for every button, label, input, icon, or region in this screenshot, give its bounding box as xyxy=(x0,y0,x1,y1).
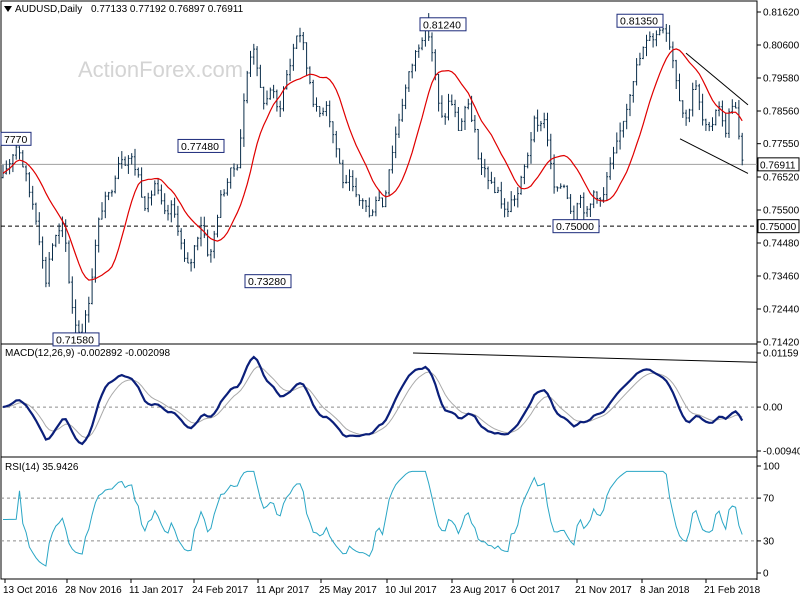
x-tick-label: 25 May 2017 xyxy=(319,585,377,596)
rsi-tick-label: 100 xyxy=(763,462,780,473)
support-price-tag xyxy=(757,219,800,234)
macd-panel xyxy=(0,343,758,458)
price-tick-label: 0.78560 xyxy=(763,107,800,118)
callout-box xyxy=(177,138,225,153)
x-tick-label: 11 Apr 2017 xyxy=(256,585,310,596)
price-tick-label: 0.71420 xyxy=(763,338,800,349)
macd-main-line xyxy=(2,355,744,446)
symbol-header: AUDUSD,Daily xyxy=(15,4,82,15)
callout-box xyxy=(419,17,467,32)
rsi-tick-label: 70 xyxy=(763,494,775,505)
callout-box xyxy=(52,332,100,347)
callout-box xyxy=(552,219,600,234)
price-tick-label: 0.72440 xyxy=(763,305,800,316)
horizontal-lines xyxy=(1,163,757,227)
x-tick-label: 21 Nov 2017 xyxy=(575,585,632,596)
price-tick-label: 0.80600 xyxy=(763,41,800,52)
price-tick-label: 0.75500 xyxy=(763,206,800,217)
macd-tick-label: -0.009408 xyxy=(763,447,800,458)
callout-label: 0.81350 xyxy=(620,16,658,28)
rsi-panel xyxy=(0,456,758,580)
rsi-indicator: 100 70 30 0 xyxy=(1,462,780,580)
callout-box xyxy=(0,131,32,146)
price-callouts: 7770 0.71580 0.77480 0.73280 0.81240 0.75000 0… xyxy=(0,13,664,347)
x-tick-label: 13 Oct 2016 xyxy=(3,585,58,596)
ohlc-header: 0.77133 0.77192 0.76897 0.76911 xyxy=(91,4,244,15)
macd-tick-label: 0.00 xyxy=(763,403,783,414)
candles xyxy=(1,13,744,340)
price-tick-label: 0.76520 xyxy=(763,173,800,184)
watermark: ActionForex.com xyxy=(78,57,243,82)
x-axis: 13 Oct 2016 28 Nov 2016 11 Jan 2017 24 Feb … xyxy=(3,579,761,596)
price-axis: 0.81620 0.80600 0.79580 0.78560 0.77550 0.765… xyxy=(757,8,800,349)
callout-label: 0.75000 xyxy=(556,221,594,233)
macd-header: MACD(12,26,9) -0.002892 -0.002098 xyxy=(5,348,171,359)
current-price-tag xyxy=(757,157,800,172)
x-tick-label: 8 Jan 2018 xyxy=(640,585,690,596)
macd-trendline xyxy=(412,352,758,363)
x-tick-label: 24 Feb 2017 xyxy=(192,585,249,596)
rsi-tick-label: 0 xyxy=(763,569,769,580)
price-tags: 0.76911 0.75000 xyxy=(757,157,800,234)
macd-tick-label: 0.01159 xyxy=(763,349,799,360)
x-tick-label: 11 Jan 2017 xyxy=(129,585,184,596)
rsi-line xyxy=(3,470,743,567)
price-tick-label: 0.74480 xyxy=(763,239,800,250)
macd-indicator: 0.01159 0.00 -0.009408 xyxy=(1,349,800,458)
price-tick-label: 0.81620 xyxy=(763,8,800,19)
x-tick-label: 28 Nov 2016 xyxy=(65,585,122,596)
moving-average xyxy=(2,48,743,281)
channel-lower-line xyxy=(679,138,749,174)
callout-label: 0.73280 xyxy=(248,276,286,288)
descending-channel xyxy=(679,52,749,174)
callout-label: 7770 xyxy=(4,134,28,146)
rsi-header: RSI(14) 35.9426 xyxy=(5,462,79,473)
macd-signal-line xyxy=(2,366,743,439)
callout-label: 0.81240 xyxy=(423,19,461,31)
callout-box xyxy=(244,274,292,289)
channel-upper-line xyxy=(685,52,749,106)
price-tick-label: 0.77550 xyxy=(763,139,800,150)
callout-label: 0.77480 xyxy=(181,141,219,153)
current-price-tag-label: 0.76911 xyxy=(760,160,796,171)
price-tick-label: 0.73460 xyxy=(763,272,800,283)
x-tick-label: 23 Aug 2017 xyxy=(450,585,507,596)
x-tick-label: 21 Feb 2018 xyxy=(704,585,761,596)
price-header: AUDUSD,Daily 0.77133 0.77192 0.76897 0.7… xyxy=(4,4,244,15)
price-panel xyxy=(0,0,758,345)
callout-label: 0.71580 xyxy=(56,334,94,346)
collapse-triangle-icon xyxy=(4,6,12,12)
rsi-tick-label: 30 xyxy=(763,536,775,547)
support-price-tag-label: 0.75000 xyxy=(760,222,797,233)
price-tick-label: 0.79580 xyxy=(763,74,800,85)
x-tick-label: 10 Jul 2017 xyxy=(385,585,437,596)
callout-box xyxy=(616,13,664,28)
ma-line xyxy=(2,48,743,281)
x-tick-label: 6 Oct 2017 xyxy=(511,585,560,596)
